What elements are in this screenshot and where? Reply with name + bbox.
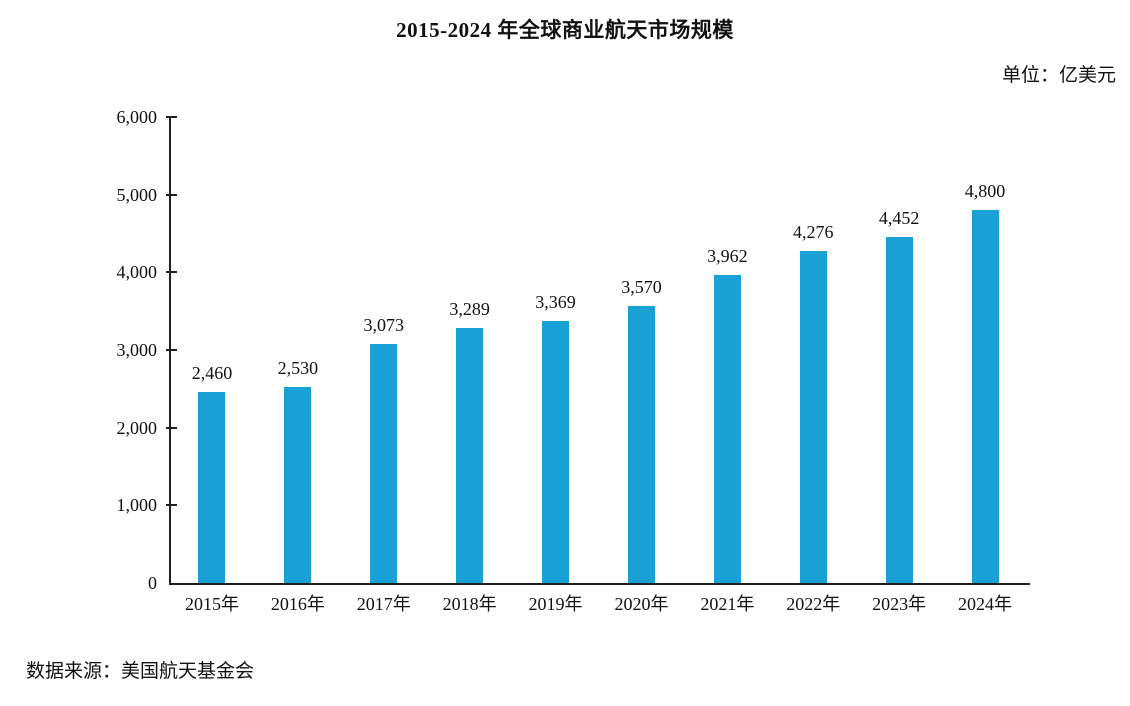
bar	[799, 250, 827, 583]
bar	[971, 210, 999, 583]
x-tick-label: 2016年	[270, 594, 325, 614]
bar	[198, 391, 226, 583]
bar-value-label: 3,073	[363, 315, 404, 336]
y-axis	[169, 117, 171, 585]
y-axis-tick	[166, 116, 177, 118]
unit-label: 单位：亿美元	[1001, 65, 1116, 86]
bar	[885, 237, 913, 583]
x-tick-label: 2017年	[356, 594, 411, 614]
y-tick-label: 5,000	[116, 184, 158, 205]
data-source-label: 数据来源：美国航天基金会	[26, 661, 255, 682]
y-axis-tick	[166, 504, 177, 507]
bar	[627, 305, 655, 583]
y-tick-label: 4,000	[116, 262, 158, 283]
bar	[542, 321, 570, 583]
y-axis-tick	[166, 193, 177, 196]
bar	[284, 386, 312, 583]
x-tick-label: 2024年	[958, 594, 1013, 614]
bar-value-label: 4,452	[878, 208, 920, 229]
bar	[370, 344, 398, 583]
bar-value-label: 3,962	[707, 246, 748, 267]
bar-value-label: 3,369	[535, 292, 576, 313]
y-axis-tick	[166, 271, 177, 274]
y-tick-label: 0	[148, 573, 157, 593]
bar-value-label: 2,460	[191, 362, 233, 383]
bar-value-label: 4,800	[964, 181, 1006, 202]
y-axis-tick	[166, 349, 177, 351]
x-tick-label: 2021年	[700, 594, 755, 614]
x-tick-label: 2018年	[442, 594, 497, 614]
x-tick-label: 2023年	[872, 594, 927, 614]
y-tick-label: 6,000	[116, 107, 158, 127]
bar	[713, 275, 741, 583]
bar-value-label: 2,530	[277, 357, 319, 378]
x-axis	[169, 583, 1030, 585]
y-tick-label: 1,000	[116, 495, 158, 516]
bar-value-label: 4,276	[792, 221, 834, 242]
chart-title: 2015-2024 年全球商业航天市场规模	[396, 18, 734, 42]
x-tick-label: 2022年	[786, 594, 841, 614]
y-tick-label: 2,000	[116, 417, 158, 438]
y-tick-label: 3,000	[116, 340, 158, 360]
y-axis-tick	[166, 426, 177, 429]
x-tick-label: 2015年	[184, 594, 239, 614]
x-tick-label: 2020年	[614, 594, 669, 614]
bar-value-label: 3,289	[449, 298, 490, 319]
x-tick-label: 2019年	[528, 594, 583, 614]
bar-value-label: 3,570	[621, 276, 662, 297]
bar	[456, 327, 484, 583]
